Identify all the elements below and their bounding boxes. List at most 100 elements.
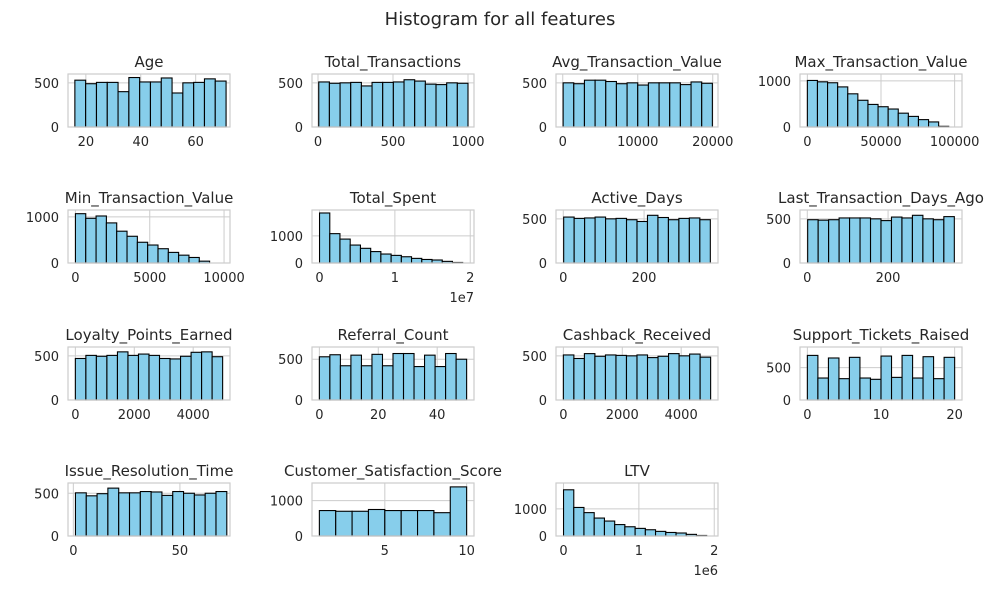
histogram-bar — [678, 217, 690, 264]
y-tick-label: 0 — [295, 257, 303, 272]
x-tick-label: 4000 — [665, 408, 698, 423]
histogram-bar — [828, 219, 840, 264]
subplot-title: Min_Transaction_Value — [65, 189, 234, 208]
subplot-title: Cashback_Received — [563, 326, 711, 345]
x-tick-label: 0 — [315, 271, 323, 286]
histogram-bar — [848, 356, 861, 401]
histogram-bar — [654, 530, 667, 537]
y-tick-label: 1000 — [270, 230, 303, 245]
histogram-bar — [137, 353, 150, 401]
histogram-bar — [160, 77, 173, 128]
axes-frame — [799, 73, 963, 128]
histogram-bar — [890, 376, 903, 401]
histogram-bar — [646, 357, 659, 401]
histogram-bar — [594, 355, 607, 401]
x-tick-label: 60 — [187, 135, 204, 150]
histogram-bar — [658, 82, 671, 128]
histogram-bar — [392, 81, 405, 128]
subplot-title: Max_Transaction_Value — [794, 53, 967, 72]
histogram-bar — [657, 355, 670, 401]
histogram-ltv: LTV 0 1000 0 1 2 1e6 — [514, 462, 719, 579]
histogram-bar — [573, 357, 585, 401]
histogram-bar — [203, 78, 216, 128]
histogram-bar — [178, 254, 190, 264]
histogram-bar — [446, 82, 458, 128]
histogram-bar — [318, 356, 331, 401]
y-tick-label: 0 — [783, 121, 791, 136]
histogram-bar — [615, 354, 628, 401]
histogram-bar — [329, 233, 341, 264]
x-tick-label: 4000 — [177, 408, 210, 423]
subplot-title: Active_Days — [591, 189, 683, 208]
histogram-bar — [392, 352, 405, 401]
histogram-bar — [573, 506, 585, 537]
axes-frame — [67, 482, 231, 537]
histogram-bar — [85, 354, 97, 401]
histogram-bar — [869, 218, 882, 264]
histogram-bar — [169, 358, 182, 401]
histogram-bar — [636, 220, 649, 264]
histogram-bar — [604, 354, 617, 401]
histogram-bar — [350, 81, 362, 128]
x-tick-label: 0 — [315, 408, 323, 423]
histogram-bar — [182, 82, 195, 128]
histogram-bar — [214, 80, 227, 128]
histogram-bar — [562, 82, 575, 128]
histogram-bar — [573, 83, 585, 128]
y-tick-label: 500 — [278, 353, 303, 368]
histogram-bar — [116, 230, 128, 264]
histogram-bar — [435, 84, 448, 128]
x-tick-label: 5000 — [133, 271, 166, 286]
histogram-bar — [318, 81, 330, 128]
histogram-bar — [455, 358, 468, 401]
histogram-bar — [605, 218, 617, 264]
y-tick-label: 0 — [539, 257, 547, 272]
histogram-bar — [339, 238, 351, 264]
histogram-bar — [615, 217, 628, 264]
histogram-last-transaction-days-ago: Last_Transaction_Days_Ago 0 500 0 200 — [766, 189, 984, 286]
histogram-support-tickets-raised: Support_Tickets_Raised 0 500 0 10 20 — [766, 326, 969, 423]
histogram-bar — [402, 352, 415, 401]
x-tick-label: 5 — [381, 544, 389, 559]
x-tick-label: 10 — [458, 544, 475, 559]
x-tick-label: 2 — [710, 544, 718, 559]
histogram-bar — [689, 353, 701, 401]
x-tick-label: 1 — [635, 544, 643, 559]
histogram-bar — [562, 354, 575, 401]
histogram-bar — [699, 356, 712, 401]
histogram-bar — [367, 508, 386, 537]
y-tick-label: 0 — [51, 121, 59, 136]
histogram-bar — [400, 256, 413, 264]
histogram-bar — [917, 119, 930, 128]
histogram-bar — [382, 81, 394, 128]
histogram-bar — [943, 356, 956, 401]
histogram-bar — [371, 353, 384, 401]
y-tick-label: 0 — [539, 530, 547, 545]
histogram-referral-count: Referral_Count 0 500 0 20 40 — [278, 326, 475, 423]
y-tick-label: 1000 — [758, 75, 791, 90]
histogram-bar — [329, 354, 341, 401]
x-tick-label: 200 — [632, 271, 657, 286]
histogram-bar — [126, 235, 138, 264]
y-tick-label: 1000 — [26, 211, 59, 226]
histogram-bar — [605, 80, 617, 128]
y-tick-label: 0 — [539, 394, 547, 409]
x-tick-label: 2000 — [606, 408, 639, 423]
histogram-bar — [193, 494, 206, 537]
histogram-bar — [933, 378, 945, 401]
subplot-title: Total_Transactions — [324, 53, 461, 72]
histogram-bar — [573, 217, 586, 264]
histogram-bar — [85, 83, 98, 128]
histogram-bar — [424, 83, 437, 128]
figure-title: Histogram for all features — [384, 9, 616, 30]
x-offset-label: 1e7 — [449, 291, 474, 306]
x-tick-label: 10 — [873, 408, 890, 423]
histogram-bar — [877, 106, 889, 128]
histogram-bar — [912, 377, 924, 401]
histogram-bar — [614, 524, 626, 537]
histogram-bar — [117, 91, 130, 128]
x-tick-label: 10000 — [617, 135, 658, 150]
histogram-bar — [679, 84, 692, 128]
histogram-bar — [359, 247, 372, 264]
